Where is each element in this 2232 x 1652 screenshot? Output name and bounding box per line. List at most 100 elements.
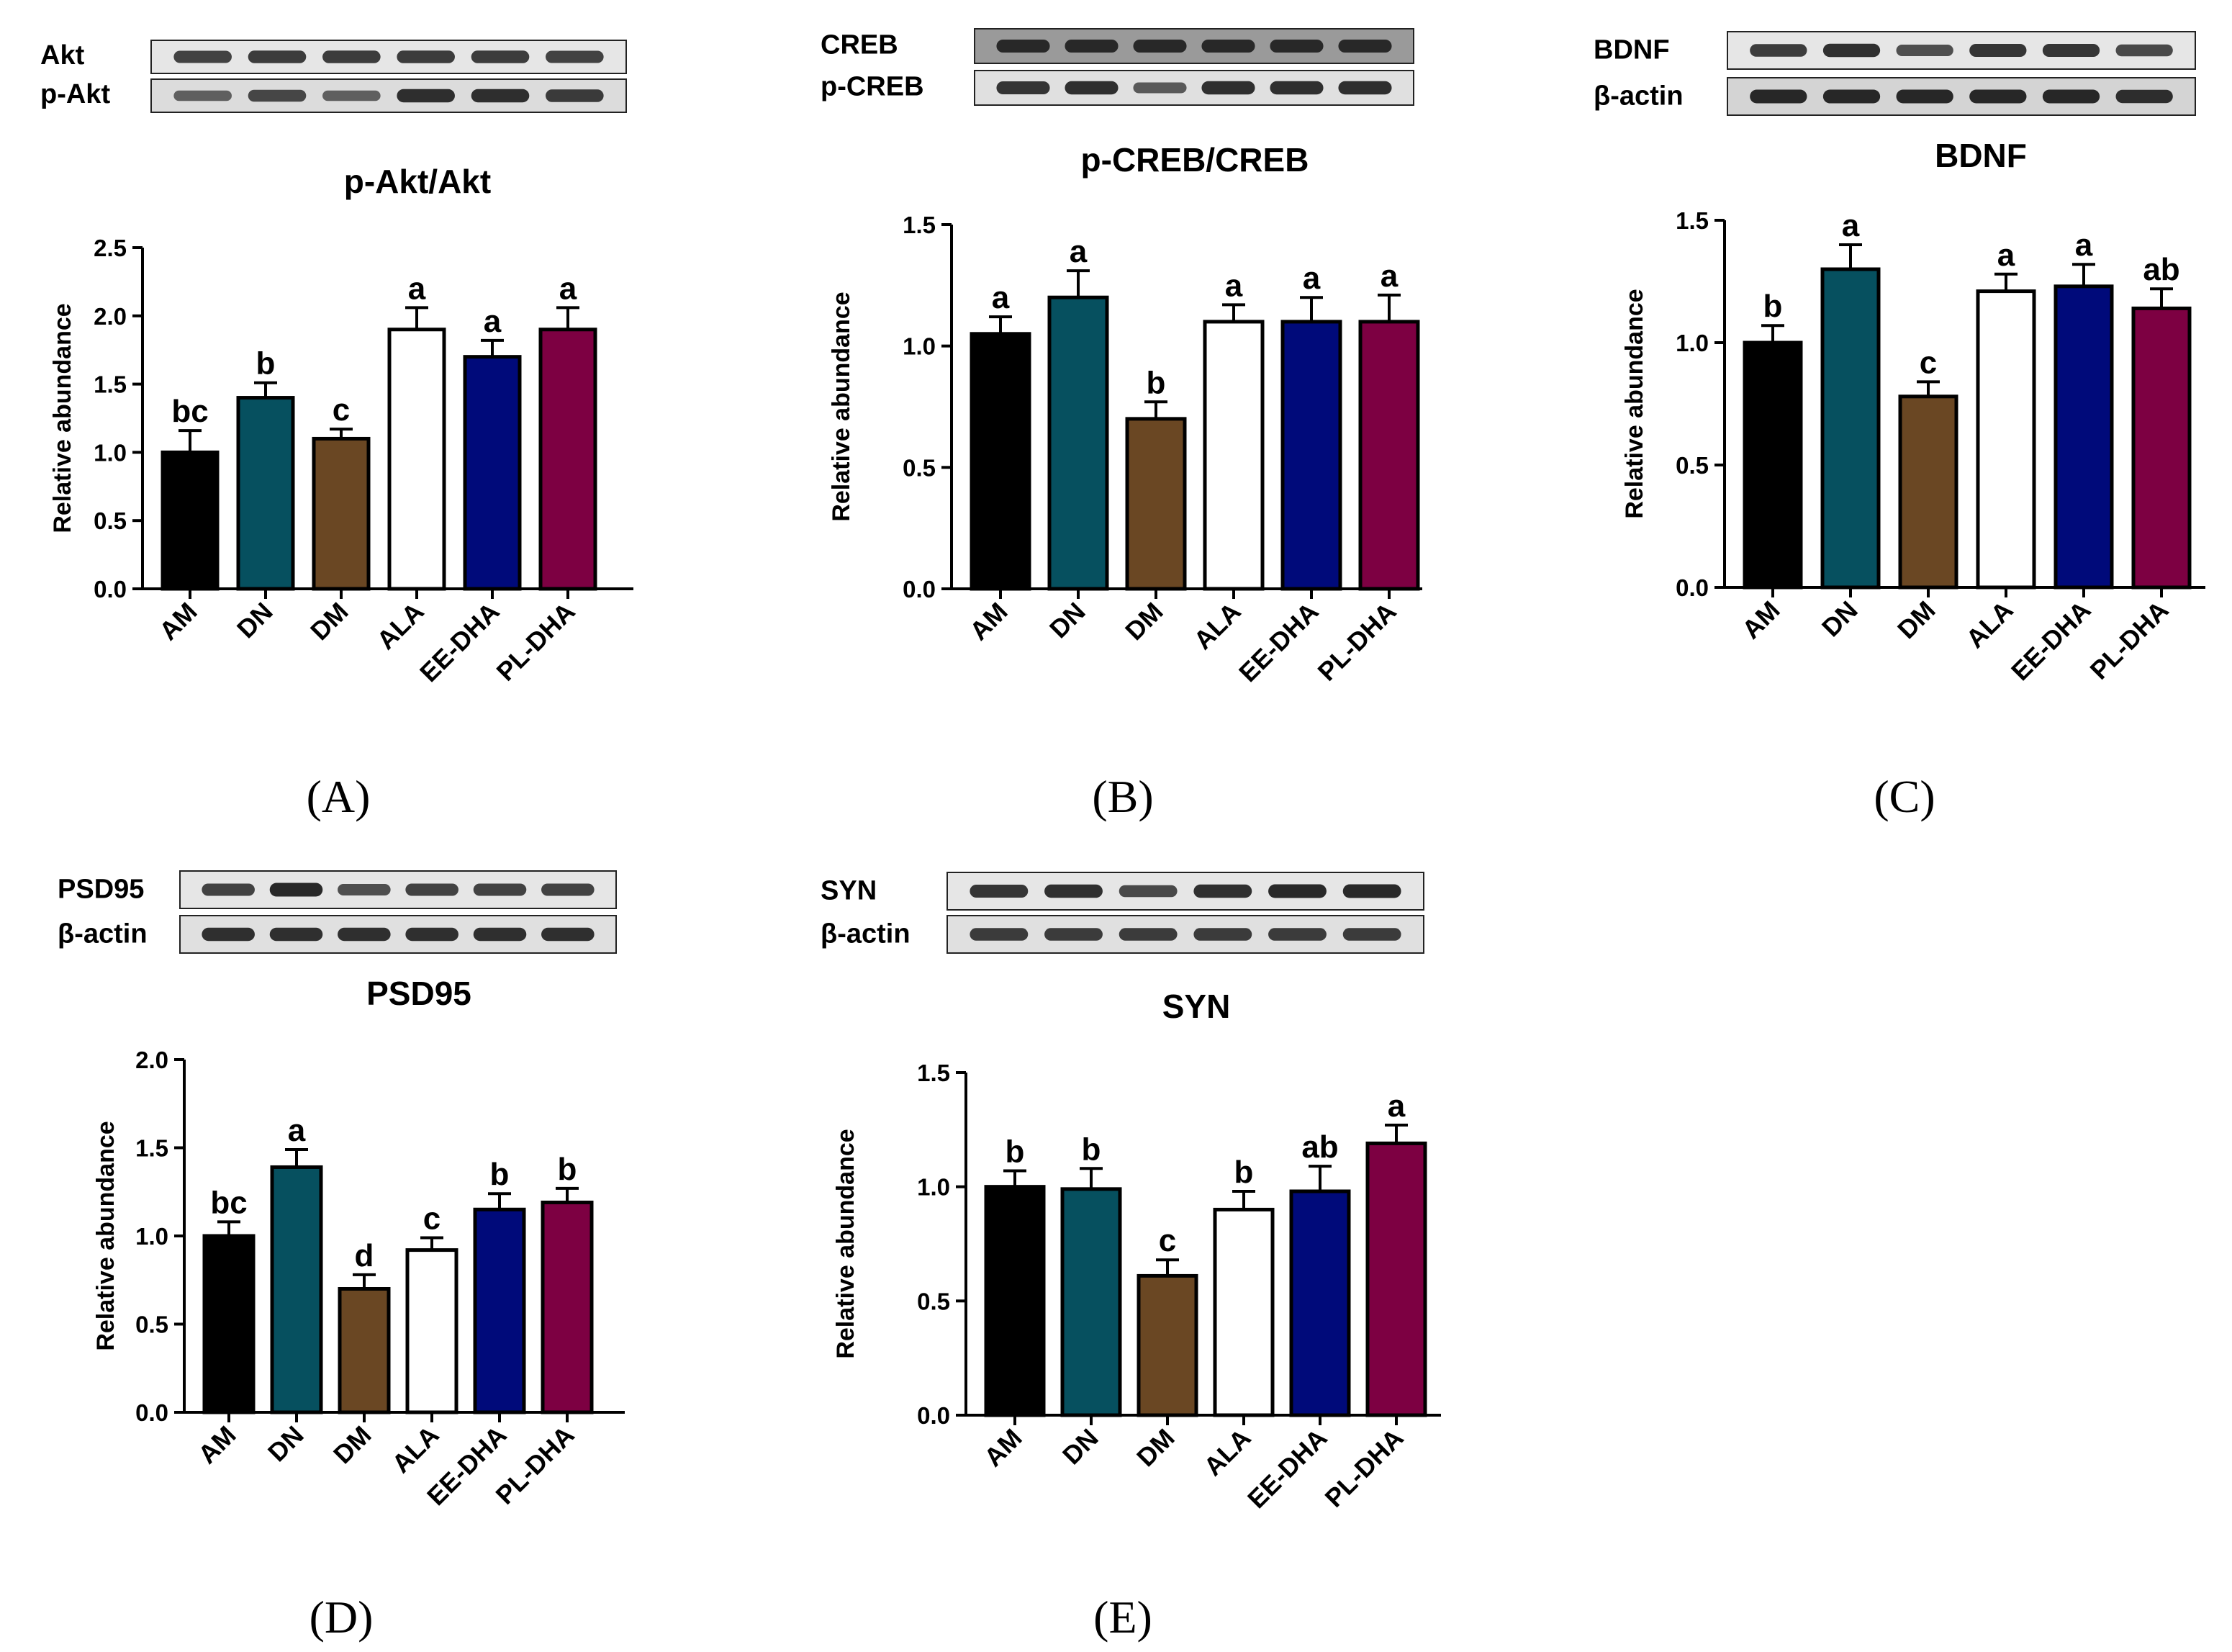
y-tick-label: 2.0	[135, 1047, 168, 1073]
bar	[2053, 284, 2114, 590]
blot-band	[546, 50, 604, 63]
significance-label: b	[1082, 1132, 1101, 1167]
blot-band	[202, 927, 255, 942]
x-tick-label: DN	[1044, 597, 1091, 644]
blot-label: β-actin	[1594, 81, 1684, 111]
blot-band	[473, 883, 527, 896]
blot-band	[1822, 89, 1881, 104]
bar	[1137, 1273, 1198, 1417]
blot-band	[996, 81, 1050, 94]
bar	[1743, 340, 1803, 590]
significance-label: d	[355, 1238, 374, 1273]
blot-band	[970, 885, 1029, 898]
x-tick-label: DM	[1131, 1423, 1180, 1473]
panel-letter: (E)	[1093, 1592, 1152, 1643]
significance-label: a	[1997, 238, 2015, 273]
bar	[387, 328, 446, 591]
blot-band	[338, 927, 391, 942]
bar	[202, 1234, 256, 1414]
significance-label: a	[2075, 227, 2093, 263]
y-tick-label: 1.5	[135, 1135, 168, 1162]
bar	[984, 1185, 1046, 1417]
significance-label: a	[484, 304, 502, 339]
y-tick-label: 1.0	[917, 1174, 950, 1201]
x-tick-label: DM	[327, 1420, 377, 1470]
x-tick-label: PL-DHA	[1312, 597, 1402, 687]
blot-band	[1133, 40, 1187, 53]
panel-c: BDNF β-actin BDNF 0.0 0.5 1.0 1.5 Relative abun…	[1594, 31, 2205, 822]
blot-band	[1044, 884, 1103, 898]
x-tick-label: DN	[262, 1420, 310, 1468]
y-axis-label: Relative abundance	[92, 1121, 119, 1350]
blot-band	[1822, 43, 1881, 58]
chart-title: PSD95	[366, 975, 471, 1012]
significance-label: a	[1070, 234, 1088, 269]
blot-band	[322, 50, 381, 63]
y-axis-label: Relative abundance	[832, 1129, 859, 1358]
blot-band	[1338, 81, 1392, 95]
bar	[1060, 1187, 1122, 1417]
bar	[1820, 267, 1881, 590]
blot-band	[2042, 89, 2100, 104]
blot-label: p-Akt	[40, 79, 110, 109]
chart-title: p-CREB/CREB	[1081, 141, 1309, 179]
significance-label: a	[559, 271, 577, 306]
blot-band	[1896, 89, 1953, 104]
x-tick-label: DN	[1057, 1423, 1104, 1471]
significance-label: c	[333, 392, 350, 428]
blot-band	[338, 884, 391, 895]
bar	[538, 328, 597, 591]
y-tick-label: 2.0	[94, 303, 127, 330]
y-axis-label: Relative abundance	[49, 303, 76, 533]
blot-band	[1193, 884, 1252, 898]
blot-band	[541, 927, 595, 942]
blot-band	[1193, 928, 1252, 941]
bar	[270, 1165, 323, 1414]
significance-label: c	[1920, 345, 1937, 380]
significance-label: a	[408, 271, 426, 306]
bar	[473, 1207, 526, 1414]
blot-band	[1119, 885, 1178, 898]
x-tick-label: AM	[978, 1423, 1028, 1473]
blot-label: β-actin	[821, 918, 911, 949]
y-tick-label: 0.0	[94, 576, 127, 602]
blot-band	[248, 50, 307, 63]
blot-band	[541, 883, 595, 896]
significance-label: b	[490, 1157, 510, 1192]
bar	[1280, 320, 1342, 591]
panel-e: SYN β-actin SYN 0.0 0.5 1.0 1.5 Relative abunda…	[821, 872, 1441, 1643]
significance-label: c	[1159, 1223, 1176, 1258]
blot-band	[1338, 40, 1392, 53]
panel-letter: (B)	[1092, 771, 1153, 822]
y-tick-label: 2.5	[94, 235, 127, 261]
blot-band	[1268, 884, 1327, 898]
blot-band	[1270, 40, 1324, 53]
chart-title: SYN	[1162, 988, 1231, 1025]
y-tick-label: 1.5	[94, 371, 127, 398]
x-tick-label: PL-DHA	[1319, 1423, 1409, 1513]
blot-band	[2115, 89, 2173, 104]
y-tick-label: 0.5	[917, 1288, 950, 1314]
blot-band	[1342, 884, 1401, 898]
y-tick-label: 1.0	[1676, 330, 1709, 356]
blot-band	[248, 89, 307, 102]
blot-label: β-actin	[58, 918, 148, 949]
significance-label: a	[992, 280, 1010, 315]
blot-band	[202, 883, 255, 896]
blot-label: p-CREB	[821, 72, 924, 102]
blot-band	[2115, 44, 2173, 57]
x-tick-label: ALA	[1960, 595, 2018, 654]
significance-label: b	[1763, 289, 1783, 324]
y-tick-label: 1.5	[1676, 207, 1709, 234]
blot-band	[2042, 44, 2100, 57]
bar	[1365, 1141, 1427, 1417]
bar	[338, 1287, 391, 1414]
blot-band	[1750, 89, 1807, 104]
blot-band	[397, 89, 455, 103]
x-tick-label: ALA	[371, 597, 429, 655]
significance-label: a	[1381, 258, 1399, 294]
y-tick-label: 1.0	[903, 333, 936, 360]
y-tick-label: 0.0	[135, 1399, 168, 1426]
blot-band	[1065, 81, 1119, 95]
bar	[236, 396, 295, 591]
